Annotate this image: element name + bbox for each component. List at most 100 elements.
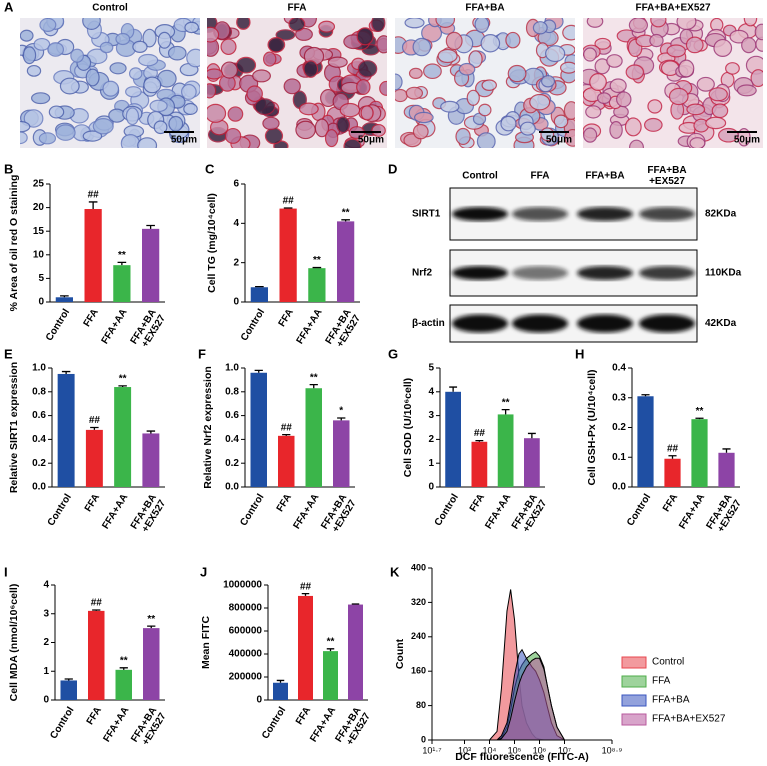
- cell: [685, 36, 704, 54]
- image-title: FFA+BA+EX527: [635, 3, 710, 14]
- x-tick-label: FFA: [275, 492, 294, 514]
- cell: [404, 18, 425, 29]
- error-bar: [312, 266, 322, 269]
- x-tick-label: FFA+AA: [101, 705, 131, 744]
- bar: [308, 268, 326, 302]
- y-tick-label: 5: [38, 273, 44, 284]
- y-tick-label: 4: [43, 580, 49, 591]
- cell: [666, 44, 686, 58]
- cell: [686, 103, 706, 116]
- error-bar: [695, 417, 704, 420]
- x-axis-label: DCF fluorescence (FITC-A): [455, 751, 589, 763]
- cell: [82, 18, 101, 30]
- y-tick-label: 0.0: [225, 482, 239, 493]
- lane-label: FFA+BA +EX527: [647, 165, 686, 187]
- image-title: FFA+BA: [465, 3, 504, 14]
- panel-letter: C: [205, 161, 215, 176]
- cell: [395, 88, 408, 103]
- cell: [38, 132, 57, 145]
- bar: [691, 419, 708, 487]
- cell: [736, 84, 757, 97]
- y-tick-label: 600000: [229, 626, 263, 637]
- histogram-area: [489, 657, 566, 741]
- cell: [115, 32, 131, 46]
- y-tick-label: 0.0: [612, 482, 626, 493]
- bar: [143, 628, 160, 700]
- cell: [458, 62, 476, 76]
- cell: [70, 48, 85, 63]
- cell: [262, 116, 280, 131]
- y-tick-label: 400000: [229, 649, 263, 660]
- significance: **: [147, 614, 155, 625]
- x-tick-label: Control: [260, 705, 288, 741]
- x-tick-label: 10⁴: [483, 745, 497, 755]
- cell: [92, 118, 114, 135]
- scale-label: 50μm: [734, 135, 760, 146]
- cell: [541, 75, 556, 88]
- y-tick-label: 6: [233, 179, 239, 190]
- cell: [625, 64, 645, 80]
- x-tick-label: FFA: [468, 492, 487, 514]
- cell: [181, 83, 197, 100]
- cell: [85, 68, 100, 87]
- panel-letter: B: [4, 161, 13, 176]
- x-tick-label: FFA: [294, 705, 313, 727]
- cell: [466, 89, 480, 106]
- image-title: FFA: [288, 3, 307, 14]
- cell: [142, 28, 157, 48]
- error-bar: [147, 625, 156, 629]
- cell: [725, 62, 740, 75]
- cell: [481, 79, 497, 91]
- band: [577, 314, 633, 333]
- cell: [616, 91, 632, 108]
- cell: [262, 51, 277, 67]
- error-bar: [501, 409, 510, 415]
- cell: [676, 18, 697, 31]
- cell: [149, 99, 168, 113]
- significance: **: [327, 636, 335, 647]
- error-bar: [337, 417, 346, 421]
- x-tick-label: Control: [48, 705, 76, 741]
- cell: [440, 100, 460, 113]
- row-label: Nrf2: [412, 268, 432, 279]
- y-tick-label: 1.0: [225, 363, 239, 374]
- cell: [455, 127, 471, 146]
- cell: [519, 121, 536, 136]
- cell: [143, 76, 162, 94]
- y-tick-label: 0.8: [32, 386, 46, 397]
- bar: [113, 265, 131, 302]
- x-tick-label: FFA+AA: [100, 492, 130, 531]
- cell: [743, 18, 758, 27]
- x-tick-label: FFA: [82, 307, 101, 329]
- cell: [423, 63, 442, 80]
- cell: [750, 69, 763, 88]
- cell: [476, 132, 496, 148]
- legend-swatch: [621, 675, 647, 688]
- y-tick-label: 320: [411, 597, 426, 607]
- bar: [85, 429, 103, 487]
- cell: [314, 118, 330, 138]
- error-bar: [326, 648, 335, 652]
- panel-letter: F: [198, 346, 206, 361]
- bar: [298, 595, 313, 700]
- lane-label: Control: [462, 171, 498, 182]
- x-tick-label: FFA: [83, 492, 102, 514]
- cell: [303, 60, 319, 78]
- y-tick-label: 0.3: [612, 392, 626, 403]
- bar: [57, 373, 75, 487]
- cell: [153, 120, 168, 135]
- cell: [564, 128, 575, 147]
- bar: [333, 420, 350, 487]
- y-tick-label: 0.1: [612, 452, 626, 463]
- error-bar: [283, 207, 293, 209]
- cell: [102, 80, 120, 97]
- cell: [184, 21, 199, 34]
- significance: ##: [88, 190, 100, 201]
- cell: [207, 103, 227, 123]
- y-tick-label: 0.8: [225, 386, 239, 397]
- cell: [59, 77, 80, 95]
- bar: [348, 604, 363, 700]
- error-bar: [88, 201, 98, 210]
- x-tick-label: 10⁷: [558, 745, 571, 755]
- error-bar: [309, 384, 318, 389]
